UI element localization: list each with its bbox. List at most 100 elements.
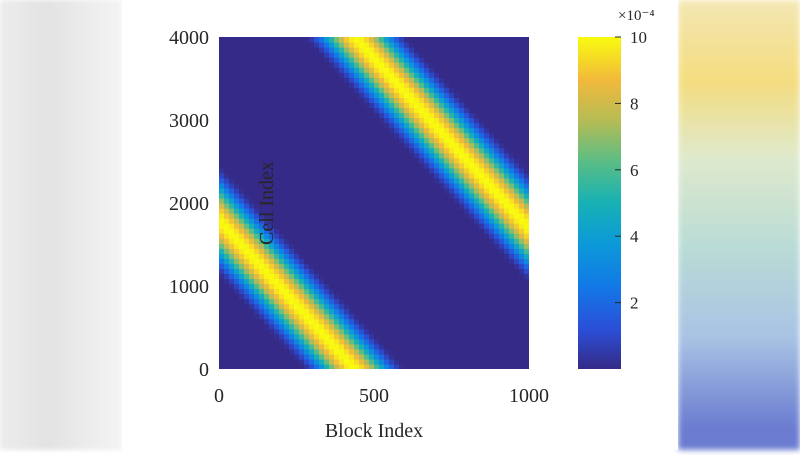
heatmap-cell <box>274 52 280 58</box>
heatmap-cell <box>504 278 510 285</box>
heatmap-cell <box>419 102 425 109</box>
heatmap-cell <box>524 52 529 58</box>
heatmap-cell <box>434 127 440 134</box>
heatmap-cell <box>264 308 270 315</box>
heatmap-cell <box>429 72 435 78</box>
heatmap-cell <box>334 348 340 355</box>
heatmap-cell <box>319 293 325 300</box>
heatmap-cell <box>219 338 225 345</box>
heatmap-cell <box>449 122 455 129</box>
heatmap-cell <box>309 47 315 53</box>
heatmap-cell <box>409 97 415 103</box>
heatmap-cell <box>494 208 500 214</box>
heatmap-cell <box>249 167 255 174</box>
heatmap-cell <box>514 147 520 154</box>
heatmap-cell <box>519 187 525 194</box>
heatmap-cell <box>509 77 515 83</box>
heatmap-cell <box>304 303 310 310</box>
heatmap-cell <box>429 258 435 264</box>
heatmap-cell <box>424 52 430 58</box>
heatmap-cell <box>249 348 255 355</box>
heatmap-cell <box>374 348 380 355</box>
heatmap-cell <box>319 187 325 194</box>
heatmap-cell <box>239 338 245 345</box>
heatmap-cell <box>294 162 300 169</box>
heatmap-cell <box>379 142 385 149</box>
heatmap-cell <box>379 328 385 335</box>
heatmap-cell <box>459 223 465 229</box>
heatmap-cell <box>289 288 295 295</box>
heatmap-cell <box>364 152 370 159</box>
heatmap-cell <box>234 142 240 149</box>
heatmap-cell <box>309 228 315 234</box>
heatmap-cell <box>424 348 430 355</box>
heatmap-cell <box>344 318 350 325</box>
heatmap-cell <box>369 142 375 149</box>
heatmap-cell <box>284 42 290 48</box>
heatmap-cell <box>354 197 360 204</box>
heatmap-cell <box>224 243 230 249</box>
heatmap-cell <box>524 338 529 345</box>
heatmap-cell <box>339 363 345 369</box>
heatmap-cell <box>334 343 340 350</box>
heatmap-cell <box>364 57 370 63</box>
heatmap-cell <box>229 87 235 93</box>
heatmap-cell <box>424 253 430 259</box>
heatmap-cell <box>314 338 320 345</box>
heatmap-cell <box>344 353 350 360</box>
heatmap-cell <box>254 263 260 269</box>
heatmap-cell <box>219 273 225 280</box>
heatmap-cell <box>294 288 300 295</box>
heatmap-cell <box>519 343 525 350</box>
heatmap-cell <box>504 218 510 224</box>
heatmap-cell <box>499 283 505 290</box>
heatmap-cell <box>519 348 525 355</box>
heatmap-cell <box>279 318 285 325</box>
heatmap-cell <box>469 208 475 214</box>
heatmap-cell <box>289 122 295 129</box>
heatmap-cell <box>519 213 525 219</box>
heatmap-cell <box>324 348 330 355</box>
heatmap-cell <box>384 152 390 159</box>
heatmap-cell <box>504 162 510 169</box>
heatmap-cell <box>439 172 445 179</box>
heatmap-cell <box>509 67 515 73</box>
heatmap-cell <box>229 147 235 154</box>
heatmap-cell <box>234 318 240 325</box>
heatmap-cell <box>439 152 445 159</box>
heatmap-cell <box>444 52 450 58</box>
heatmap-cell <box>459 137 465 144</box>
heatmap-cell <box>524 278 529 285</box>
heatmap-cell <box>319 192 325 199</box>
heatmap-cell <box>464 323 470 330</box>
heatmap-cell <box>314 213 320 219</box>
heatmap-cell <box>429 77 435 83</box>
heatmap-cell <box>289 353 295 360</box>
heatmap-cell <box>234 358 240 365</box>
heatmap-cell <box>279 162 285 169</box>
heatmap-cell <box>339 353 345 360</box>
heatmap-cell <box>369 172 375 179</box>
heatmap-cell <box>389 62 395 68</box>
heatmap-cell <box>344 228 350 234</box>
heatmap-cell <box>274 243 280 249</box>
heatmap-cell <box>294 92 300 98</box>
heatmap-cell <box>289 323 295 330</box>
heatmap-cell <box>504 152 510 159</box>
heatmap-cell <box>489 223 495 229</box>
heatmap-cell <box>389 37 395 43</box>
heatmap-cell <box>234 102 240 109</box>
heatmap-cell <box>364 127 370 134</box>
heatmap-cell <box>229 298 235 305</box>
heatmap-cell <box>349 353 355 360</box>
heatmap-cell <box>249 283 255 290</box>
heatmap-cell <box>224 253 230 259</box>
heatmap-cell <box>494 203 500 209</box>
heatmap-cell <box>409 273 415 280</box>
heatmap-cell <box>394 42 400 48</box>
heatmap-cell <box>364 137 370 144</box>
heatmap-cell <box>384 92 390 98</box>
heatmap-cell <box>249 142 255 149</box>
heatmap-cell <box>514 308 520 315</box>
heatmap-cell <box>324 37 330 43</box>
